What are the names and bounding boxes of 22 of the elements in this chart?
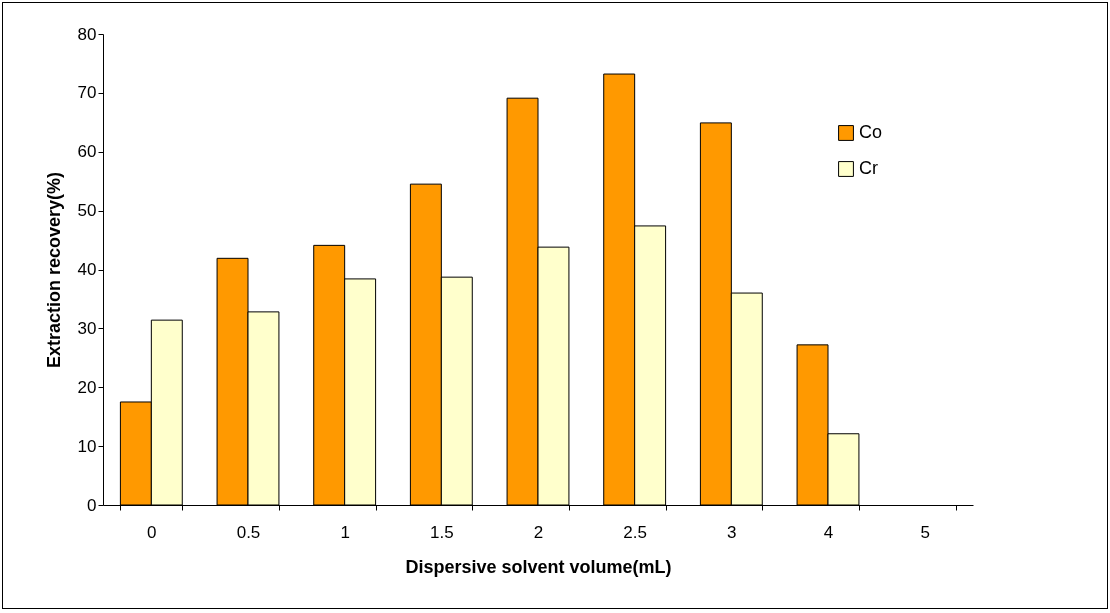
- y-tick-label: 70: [77, 83, 97, 103]
- x-axis-title: Dispersive solvent volume(mL): [405, 556, 672, 577]
- x-tick-label: 4: [823, 522, 834, 542]
- x-tick-label: 1: [340, 522, 350, 542]
- y-tick-label: 80: [77, 24, 97, 44]
- x-tick-label: 2.5: [623, 522, 647, 542]
- legend-label: Co: [859, 122, 883, 142]
- x-tick-label: 3: [727, 522, 737, 542]
- y-tick-label: 60: [77, 142, 97, 162]
- x-tick-label: 0.5: [236, 522, 261, 542]
- y-axis-title: Extraction recovery(%): [43, 171, 64, 369]
- y-tick-label: 20: [77, 377, 97, 397]
- y-tick-label: 30: [77, 318, 97, 338]
- legend-label: Cr: [859, 158, 878, 178]
- x-tick-label: 2: [533, 522, 544, 542]
- y-tick-label: 50: [77, 201, 97, 221]
- y-tick-label: 40: [77, 260, 97, 279]
- y-tick-label: 0: [87, 495, 97, 515]
- x-tick-label: 1.5: [430, 522, 454, 542]
- y-tick-label: 10: [77, 436, 97, 456]
- x-tick-label: 5: [920, 522, 930, 542]
- x-tick-label: 0: [147, 522, 157, 542]
